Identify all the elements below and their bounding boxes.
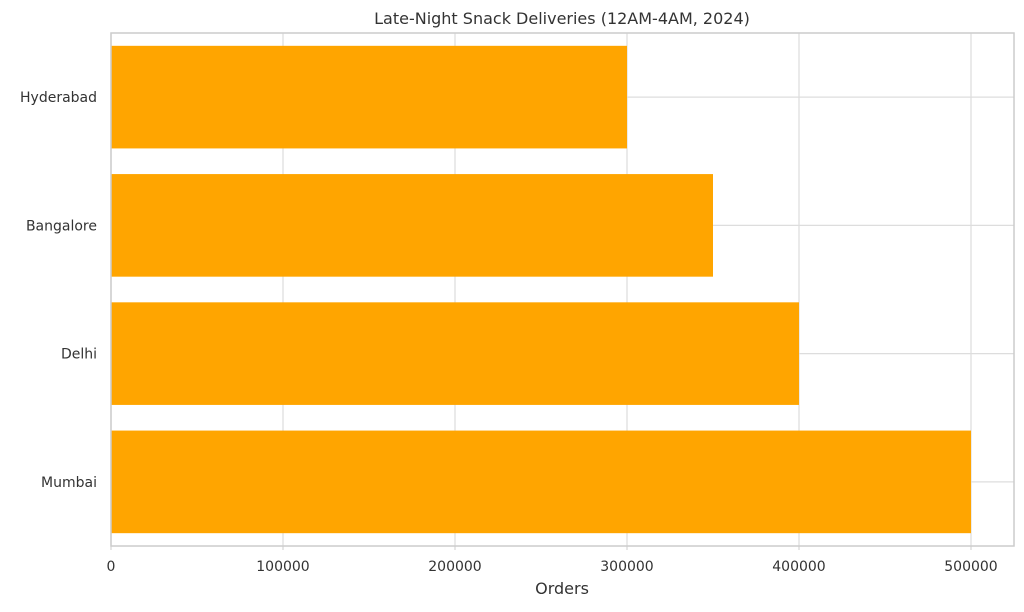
bars [111, 45, 971, 534]
y-tick-label: Delhi [61, 347, 97, 363]
x-tick-label: 300000 [600, 559, 653, 575]
y-axis-ticks: Mumbai Delhi Bangalore Hyderabad [20, 90, 97, 491]
y-tick-label: Hyderabad [20, 90, 97, 106]
plot-area-frame [110, 32, 1015, 547]
x-tick-label: 0 [107, 559, 116, 575]
y-tick-label: Mumbai [41, 475, 97, 491]
chart-title: Late-Night Snack Deliveries (12AM-4AM, 2… [374, 9, 750, 28]
bar-delhi [111, 302, 799, 405]
x-tick-label: 400000 [772, 559, 825, 575]
x-axis-label: Orders [535, 579, 589, 598]
x-tick-label: 500000 [944, 559, 997, 575]
bar-bangalore [111, 174, 713, 277]
y-tick-label: Bangalore [26, 218, 97, 234]
x-axis-ticks: 0 100000 200000 300000 400000 500000 [107, 546, 998, 575]
x-tick-label: 100000 [256, 559, 309, 575]
bar-hyderabad [111, 45, 627, 149]
x-tick-label: 200000 [428, 559, 481, 575]
bar-mumbai [111, 430, 971, 534]
